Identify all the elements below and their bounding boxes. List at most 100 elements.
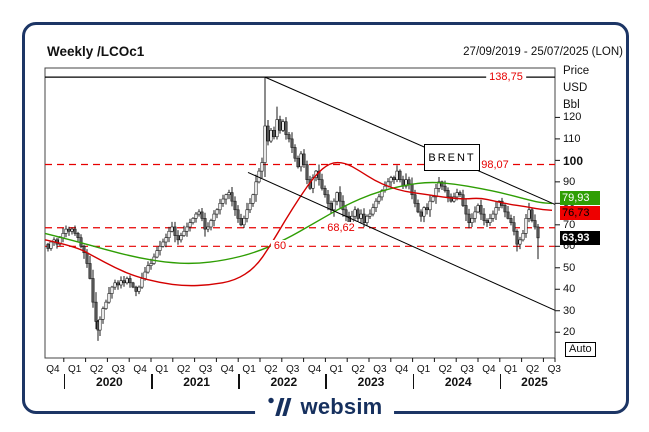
candle-body — [82, 245, 86, 254]
candle-body — [46, 243, 50, 249]
year-separator — [499, 374, 502, 389]
candle-body — [323, 187, 327, 196]
candle-body — [425, 207, 429, 211]
level-label-68_62: 68,62 — [324, 221, 358, 234]
x-year-label-2020: 2020 — [96, 375, 123, 389]
candle-body — [94, 301, 98, 322]
candle-body — [88, 263, 92, 279]
candle-body — [242, 218, 246, 226]
y-tick-label-100: 100 — [563, 154, 584, 169]
candle-body — [428, 200, 432, 211]
candle-body — [326, 194, 330, 204]
candle-body — [317, 170, 321, 181]
candle-body — [362, 213, 366, 223]
x-quarter-label: Q3 — [286, 364, 300, 375]
candle-body — [503, 205, 507, 213]
candle-body — [398, 170, 402, 181]
axis-unit-bbl: Bbl — [563, 99, 580, 111]
candle-body — [116, 282, 120, 286]
candle-body — [215, 209, 219, 215]
candle-body — [413, 194, 417, 204]
candle-body — [70, 228, 74, 232]
candle-body — [254, 181, 258, 196]
candle-body — [509, 218, 513, 223]
candle-body — [143, 271, 147, 279]
candle-body — [218, 203, 222, 211]
year-separator — [325, 374, 327, 389]
candle-body — [173, 226, 177, 236]
candle-body — [485, 220, 489, 223]
candle-body — [224, 194, 228, 200]
y-tick-label-40: 40 — [563, 283, 576, 296]
candle-body — [518, 239, 522, 245]
x-quarter-label: Q1 — [155, 364, 169, 375]
candle-body — [251, 194, 255, 204]
slow-ma-line — [44, 181, 553, 265]
candle-body — [461, 194, 465, 206]
candle-body — [392, 177, 396, 181]
candle-body — [476, 205, 480, 213]
candle-body — [389, 177, 393, 183]
x-quarter-label: Q1 — [416, 364, 431, 375]
candle-body — [440, 181, 444, 187]
y-tick-label-30: 30 — [563, 304, 576, 317]
candle-body — [452, 196, 456, 202]
candle-body — [200, 211, 204, 219]
candle-body — [122, 280, 126, 284]
candle-body — [437, 181, 441, 189]
candle-body — [85, 252, 89, 264]
websim-logo: websim — [254, 394, 395, 420]
x-quarter-label: Q4 — [133, 364, 147, 375]
candle-body — [422, 207, 426, 217]
candle-body — [206, 226, 210, 230]
candle-body — [191, 218, 195, 223]
candle-body — [239, 218, 243, 226]
candle-body — [284, 121, 288, 135]
ma-fast-value-marker: 76,73 — [560, 206, 600, 220]
x-quarter-label: Q2 — [438, 364, 452, 375]
x-quarter-label: Q2 — [525, 364, 540, 375]
candle-body — [299, 153, 303, 168]
x-year-label-2021: 2021 — [183, 375, 210, 389]
candle-body — [67, 228, 71, 232]
candle-body — [335, 192, 339, 202]
axis-unit-price: Price — [563, 65, 590, 77]
x-quarter-label: Q3 — [373, 364, 387, 375]
level-label-138_75: 138,75 — [486, 71, 526, 84]
candle-body — [332, 200, 336, 211]
candle-body — [266, 125, 270, 142]
x-year-label-2025: 2025 — [521, 375, 548, 389]
x-year-label-2023: 2023 — [357, 375, 385, 389]
candle-body — [473, 211, 477, 219]
candle-body — [311, 177, 315, 189]
candle-body — [155, 250, 159, 258]
candle-body — [365, 215, 369, 223]
candle-body — [185, 226, 189, 232]
auto-scale-button[interactable]: Auto — [565, 342, 596, 357]
candle-body — [73, 228, 77, 234]
websim-logo-text: websim — [300, 394, 383, 419]
candle-body — [128, 278, 132, 284]
candle-body — [179, 235, 183, 241]
candle-body — [230, 192, 234, 202]
candle-body — [104, 301, 108, 309]
candle-body — [170, 226, 174, 232]
y-tick-label-120: 120 — [563, 111, 582, 124]
y-tick-label-70: 70 — [563, 218, 576, 231]
candle-body — [131, 282, 135, 288]
candle-body — [188, 222, 192, 228]
candle-body — [278, 119, 282, 131]
year-separator — [63, 374, 66, 389]
candle-body — [161, 241, 165, 247]
brent-annotation[interactable]: BRENT — [424, 144, 480, 171]
candle-body — [470, 218, 474, 223]
candle-body — [98, 319, 102, 331]
candle-body — [113, 282, 117, 288]
year-separator — [151, 374, 153, 389]
candle-body — [449, 196, 453, 202]
x-quarter-label: Q2 — [177, 364, 191, 375]
candle-body — [269, 129, 273, 142]
candle-body — [377, 196, 381, 202]
candle-body — [536, 226, 540, 239]
